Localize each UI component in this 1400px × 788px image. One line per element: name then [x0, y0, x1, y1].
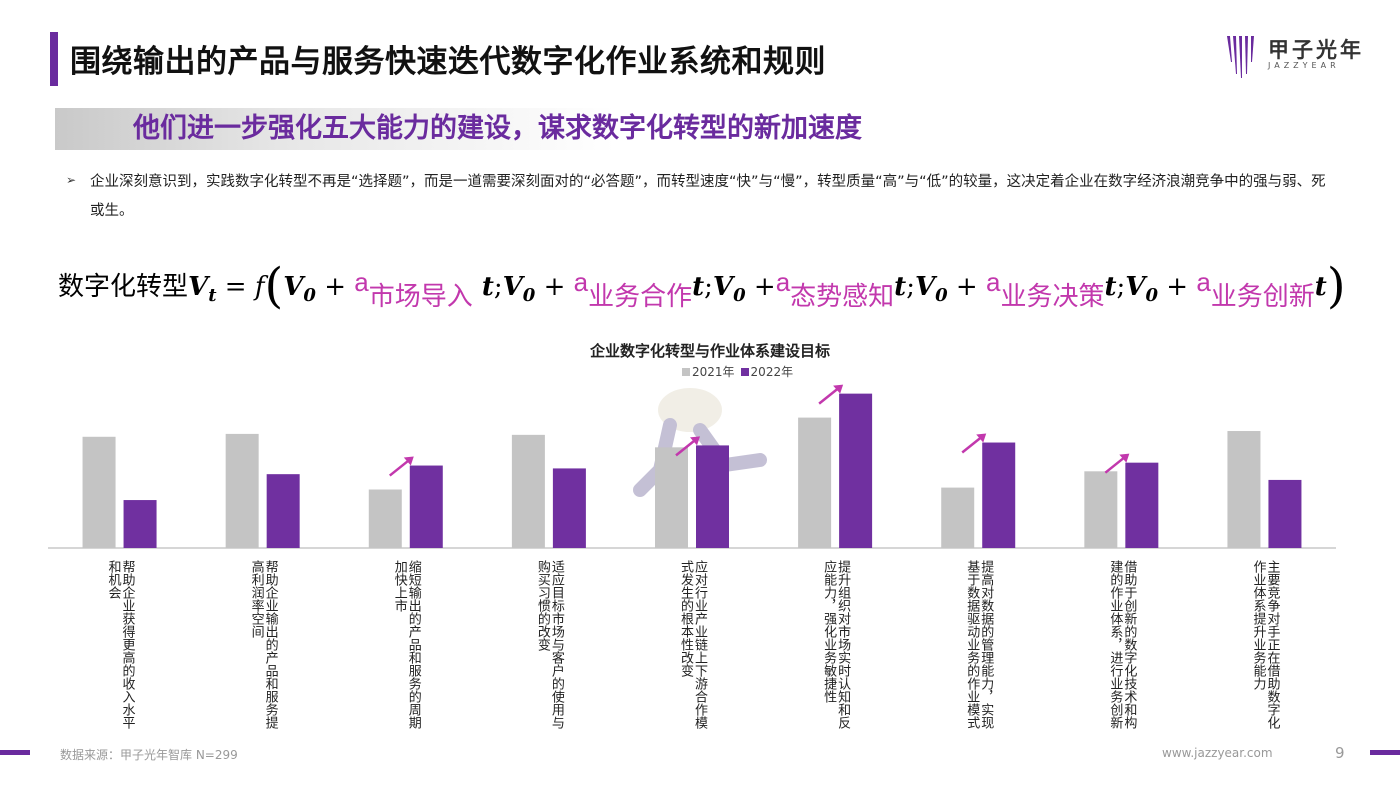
footer-accent-left [0, 750, 30, 755]
formula-term: 业务合作 [588, 281, 693, 311]
growth-arrow-icon [1104, 453, 1130, 474]
category-label: 借助于创新的数字化技术和构建的作业体系，进行业务创新 [1107, 560, 1137, 729]
bar-2022-8 [1268, 479, 1302, 548]
legend-swatch-2021 [682, 367, 690, 376]
category-label: 提升组织对市场实时认知和反应能力，强化业务敏捷性 [821, 560, 851, 729]
bar-2022-6 [982, 442, 1016, 548]
category-label: 适应目标市场与客户的使用与购买习惯的改变 [534, 560, 564, 729]
chart-legend: 2021年 2022年 [682, 363, 793, 380]
bar-2022-4 [696, 445, 729, 548]
brand-logo: 甲子光年 JAZZYEAR [1226, 30, 1376, 80]
title-accent-bar [50, 32, 58, 86]
legend-item-2021: 2021年 [682, 363, 735, 380]
bar-2021-7 [1084, 471, 1118, 548]
formula-term: 业务决策 [1000, 281, 1105, 311]
legend-swatch-2022 [740, 367, 749, 376]
bar-2022-1 [266, 474, 300, 548]
bar-2021-8 [1227, 431, 1261, 548]
bar-2022-7 [1125, 462, 1159, 548]
website-link[interactable]: www.jazzyear.com [1162, 746, 1273, 760]
page-title: 围绕输出的产品与服务快速迭代数字化作业系统和规则 [70, 44, 826, 80]
bar-2022-0 [123, 500, 157, 548]
formula-term: 态势感知 [790, 281, 895, 311]
formula-term: 业务创新 [1210, 281, 1315, 311]
bar-2021-3 [511, 434, 545, 548]
category-label: 提高对数据的管理能力，实现基于数据驱动业务的作业模式 [964, 560, 994, 729]
bar-2021-5 [798, 417, 832, 548]
category-label: 缩短输出的产品和服务的周期加快上市 [391, 560, 421, 729]
bar-2021-0 [82, 436, 116, 548]
logo-bars-icon [1227, 36, 1254, 78]
logo-subtext: JAZZYEAR [1268, 61, 1340, 70]
bar-2021-6 [941, 487, 975, 548]
formula-lead: 数字化转型 [58, 271, 189, 301]
bullet-paragraph: 企业深刻意识到，实践数字化转型不再是“选择题”，而是一道需要深刻面对的“必答题”… [90, 174, 1326, 219]
growth-arrow-icon [818, 384, 844, 405]
data-source: 数据来源：甲子光年智库 N=299 [60, 748, 238, 762]
legend-item-2022: 2022年 [740, 363, 793, 380]
bar-2022-5 [839, 393, 873, 548]
bar-2021-4 [655, 447, 688, 548]
chart-title: 企业数字化转型与作业体系建设目标 [589, 342, 830, 360]
footer-accent-right [1370, 750, 1400, 755]
bar-2022-2 [409, 465, 443, 548]
logo-name: 甲子光年 [1268, 38, 1364, 62]
transformation-formula: 数字化转型Vt = f(V0 + a市场导入 t;V0 + a业务合作t;V0 … [58, 258, 1346, 314]
growth-arrow-icon [961, 433, 987, 454]
subtitle-background [55, 108, 615, 150]
page-number: 9 [1335, 744, 1345, 762]
bar-2022-3 [552, 468, 586, 548]
category-label: 帮助企业获得更高的收入水平和机会 [105, 560, 135, 729]
category-label: 帮助企业输出的产品和服务提高利润率空间 [248, 560, 278, 729]
formula-term: 市场导入 [368, 281, 473, 311]
bar-2021-2 [368, 489, 402, 548]
bar-2021-1 [225, 433, 259, 548]
category-label: 应对行业产业链上下游合作模式发生的根本性改变 [678, 560, 707, 729]
growth-arrow-icon [388, 456, 414, 477]
growth-arrow-icon [675, 436, 700, 457]
category-label: 主要竞争对手正在借助数字化作业体系提升业务能力 [1250, 560, 1280, 729]
bullet-arrow-icon: ➢ [66, 173, 77, 187]
section-subtitle: 他们进一步强化五大能力的建设，谋求数字化转型的新加速度 [133, 113, 862, 144]
